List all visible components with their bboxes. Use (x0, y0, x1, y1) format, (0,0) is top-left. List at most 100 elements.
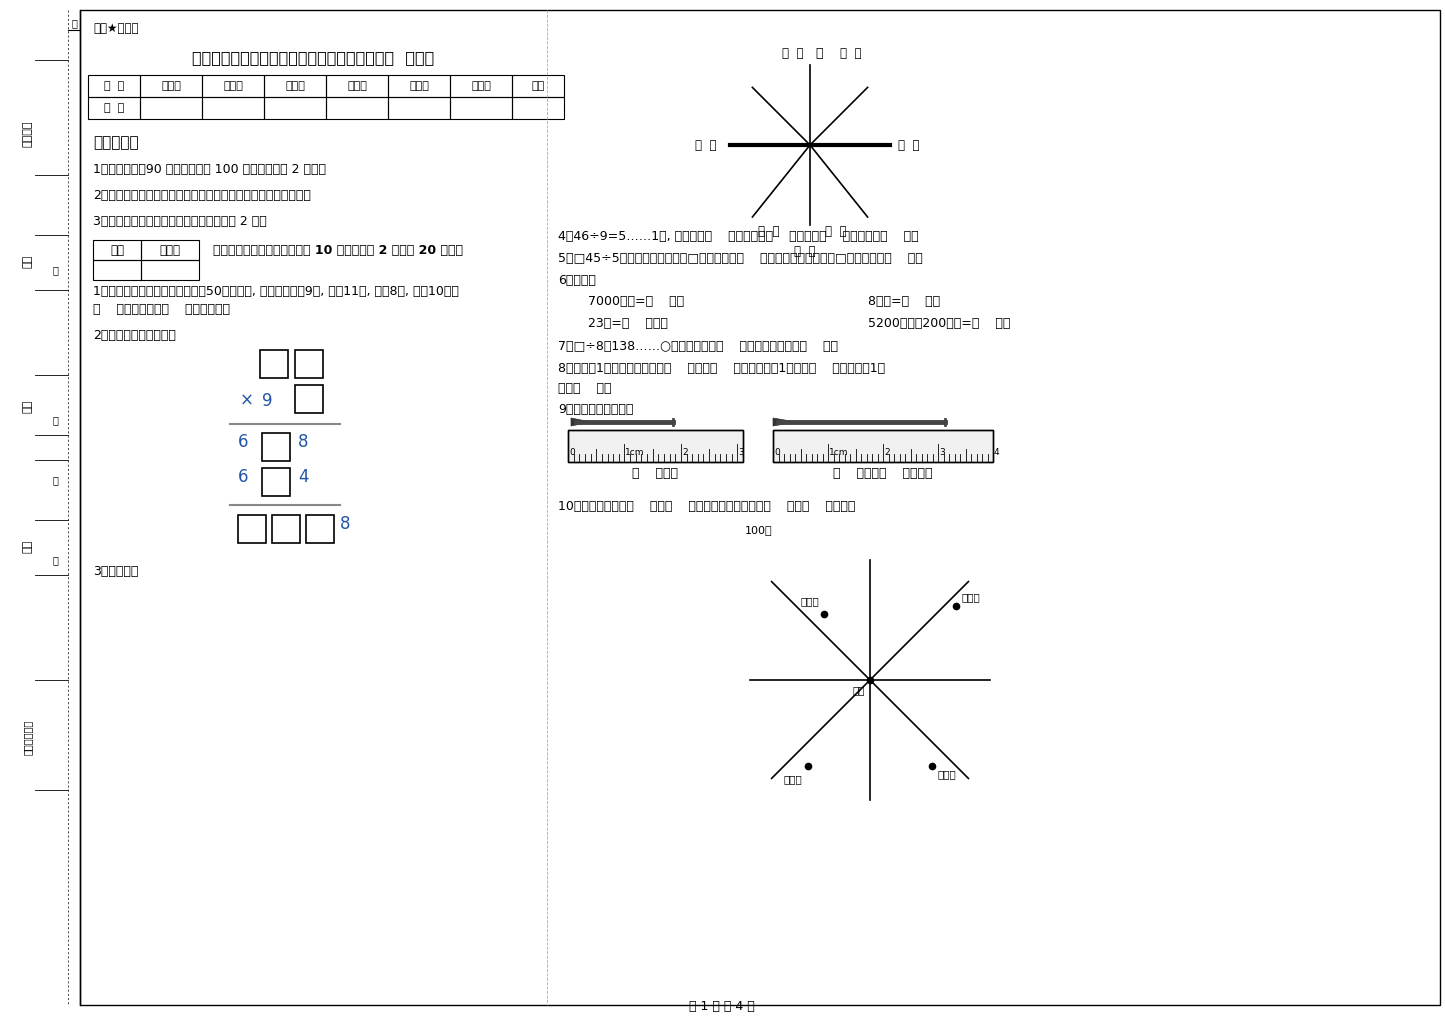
Text: ×: × (240, 392, 254, 410)
Bar (264, 75, 327, 97)
Text: 4、46÷9=5……1中, 被除数是（    ），除数是（    ），商是（    ），余数是（    ）。: 4、46÷9=5……1中, 被除数是（ ），除数是（ ），商是（ ），余数是（ … (558, 230, 919, 243)
Bar (142, 260, 199, 280)
Text: 1、体育老师对第一小组同学进行50米跑测试, 成绩如下小红9秒, 小丽11秒, 小明8秒, 小军10秒。: 1、体育老师对第一小组同学进行50米跑测试, 成绩如下小红9秒, 小丽11秒, … (92, 285, 460, 298)
Bar (773, 430, 993, 462)
Text: 第 1 页 共 4 页: 第 1 页 共 4 页 (689, 1000, 754, 1013)
Text: 学校: 学校 (853, 685, 866, 695)
Text: （  ）: （ ） (695, 139, 717, 152)
Text: 8千克=（    ）克: 8千克=（ ）克 (868, 294, 941, 308)
Text: 得分: 得分 (110, 244, 124, 257)
Text: 绝密★启用前: 绝密★启用前 (92, 22, 139, 35)
Text: （  ）: （ ） (897, 139, 919, 152)
Text: 填空题: 填空题 (160, 81, 181, 91)
Text: 1、考试时间：90 分钟，满分为 100 分（含卷面分 2 分）。: 1、考试时间：90 分钟，满分为 100 分（含卷面分 2 分）。 (92, 163, 327, 176)
Text: 准: 准 (52, 265, 58, 275)
Bar (389, 75, 449, 97)
Text: 23吨=（    ）千克: 23吨=（ ）千克 (588, 317, 668, 330)
Text: 0: 0 (569, 448, 575, 457)
Bar (389, 97, 449, 119)
Text: 小明家: 小明家 (961, 593, 980, 602)
Text: 题: 题 (71, 18, 77, 28)
Bar (295, 350, 324, 378)
Polygon shape (773, 418, 796, 426)
Bar (264, 97, 327, 119)
Text: 10、小红家在学校（    ）方（    ）米处；小明家在学校（    ）方（    ）米处。: 10、小红家在学校（ ）方（ ）米处；小明家在学校（ ）方（ ）米处。 (558, 500, 855, 513)
Bar (272, 515, 301, 543)
Text: 8、分针走1小格，秒针正好走（    ），是（    ）秒。分针走1大格是（    ），时针走1大: 8、分针走1小格，秒针正好走（ ），是（ ）秒。分针走1大格是（ ），时针走1大 (558, 362, 886, 375)
Bar (88, 97, 140, 119)
Text: 下: 下 (52, 415, 58, 425)
Bar (568, 430, 743, 462)
Text: 格是（    ）。: 格是（ ）。 (558, 382, 611, 395)
Bar (142, 240, 199, 260)
Text: 准考证号: 准考证号 (23, 120, 33, 147)
Bar (568, 430, 743, 462)
Text: 3: 3 (939, 448, 945, 457)
Text: 小健家: 小健家 (783, 774, 802, 785)
Text: 班级: 班级 (23, 400, 33, 414)
Bar (202, 75, 264, 97)
Text: 得  分: 得 分 (104, 103, 124, 113)
Bar (92, 240, 142, 260)
Text: 1cm: 1cm (626, 448, 644, 457)
Text: 8: 8 (298, 433, 308, 451)
Bar (88, 75, 140, 97)
Text: （    ）厘米（    ）毫米。: （ ）厘米（ ）毫米。 (834, 467, 933, 480)
Bar (202, 97, 264, 119)
Bar (140, 97, 202, 119)
Text: 计算题: 计算题 (347, 81, 367, 91)
Text: 应用题: 应用题 (471, 81, 491, 91)
Text: 6、换算。: 6、换算。 (558, 274, 595, 287)
Bar (512, 97, 564, 119)
Text: 评卷人: 评卷人 (159, 244, 181, 257)
Text: 4: 4 (298, 468, 308, 486)
Bar (773, 430, 993, 462)
Text: （  ）: （ ） (782, 47, 803, 60)
Bar (262, 433, 290, 461)
Bar (238, 515, 266, 543)
Text: 学校: 学校 (23, 540, 33, 553)
Text: （  ）: （ ） (759, 225, 779, 238)
Bar (449, 97, 512, 119)
Text: 7、□÷8＝138……○，余数最大填（    ），这时被除数是（    ）。: 7、□÷8＝138……○，余数最大填（ ），这时被除数是（ ）。 (558, 340, 838, 353)
Bar (260, 350, 288, 378)
Text: 2: 2 (682, 448, 688, 457)
Text: 综合题: 综合题 (409, 81, 429, 91)
Bar (140, 75, 202, 97)
Text: 9、量出钉子的长度。: 9、量出钉子的长度。 (558, 403, 633, 416)
Text: （  ）: （ ） (793, 245, 815, 258)
Bar (262, 468, 290, 496)
Text: 100米: 100米 (746, 525, 773, 535)
Text: 3、填一填。: 3、填一填。 (92, 565, 139, 578)
Text: 一、用心思考，正确填空（共 10 小题，每题 2 分，共 20 分）。: 一、用心思考，正确填空（共 10 小题，每题 2 分，共 20 分）。 (212, 244, 462, 257)
Text: 小红家: 小红家 (801, 596, 819, 606)
Text: 5、□45÷5，要使商是两位数，□里最大可填（    ）；要使商是三位数，□里最小应填（    ）。: 5、□45÷5，要使商是两位数，□里最大可填（ ）；要使商是三位数，□里最小应填… (558, 252, 923, 265)
Text: 8: 8 (340, 515, 351, 533)
Text: 选择题: 选择题 (223, 81, 243, 91)
Text: 总分: 总分 (532, 81, 545, 91)
Text: 小明家: 小明家 (938, 769, 957, 780)
Text: 江西省重点小学三年级数学下学期过关检测试卷  含答案: 江西省重点小学三年级数学下学期过关检测试卷 含答案 (192, 50, 434, 65)
Text: 姓名: 姓名 (23, 255, 33, 268)
Text: 内: 内 (52, 475, 58, 485)
Text: 北: 北 (815, 47, 822, 60)
Bar (327, 97, 389, 119)
Bar (327, 75, 389, 97)
Text: 3: 3 (738, 448, 744, 457)
Text: 2、在里填上适当的数。: 2、在里填上适当的数。 (92, 329, 176, 342)
Text: 2: 2 (884, 448, 890, 457)
Text: 1cm: 1cm (829, 448, 848, 457)
Text: （    ）毫米: （ ）毫米 (633, 467, 679, 480)
Text: （  ）: （ ） (840, 47, 861, 60)
Text: 3、不要在试卷上乱写乱画，卷面不整洁扣 2 分。: 3、不要在试卷上乱写乱画，卷面不整洁扣 2 分。 (92, 215, 267, 228)
Text: 乡镇（街道）: 乡镇（街道） (23, 720, 33, 755)
Text: 9: 9 (262, 392, 273, 410)
Text: 7000千克=（    ）吨: 7000千克=（ ）吨 (588, 294, 683, 308)
Text: 0: 0 (775, 448, 780, 457)
Polygon shape (571, 418, 591, 426)
Text: 6: 6 (238, 468, 249, 486)
Text: 2、请首先按要求在试卷的指定位置填写您的姓名、班级、学号。: 2、请首先按要求在试卷的指定位置填写您的姓名、班级、学号。 (92, 189, 311, 202)
Text: 考试须知：: 考试须知： (92, 135, 139, 150)
Bar (306, 515, 334, 543)
Text: 4: 4 (994, 448, 1000, 457)
